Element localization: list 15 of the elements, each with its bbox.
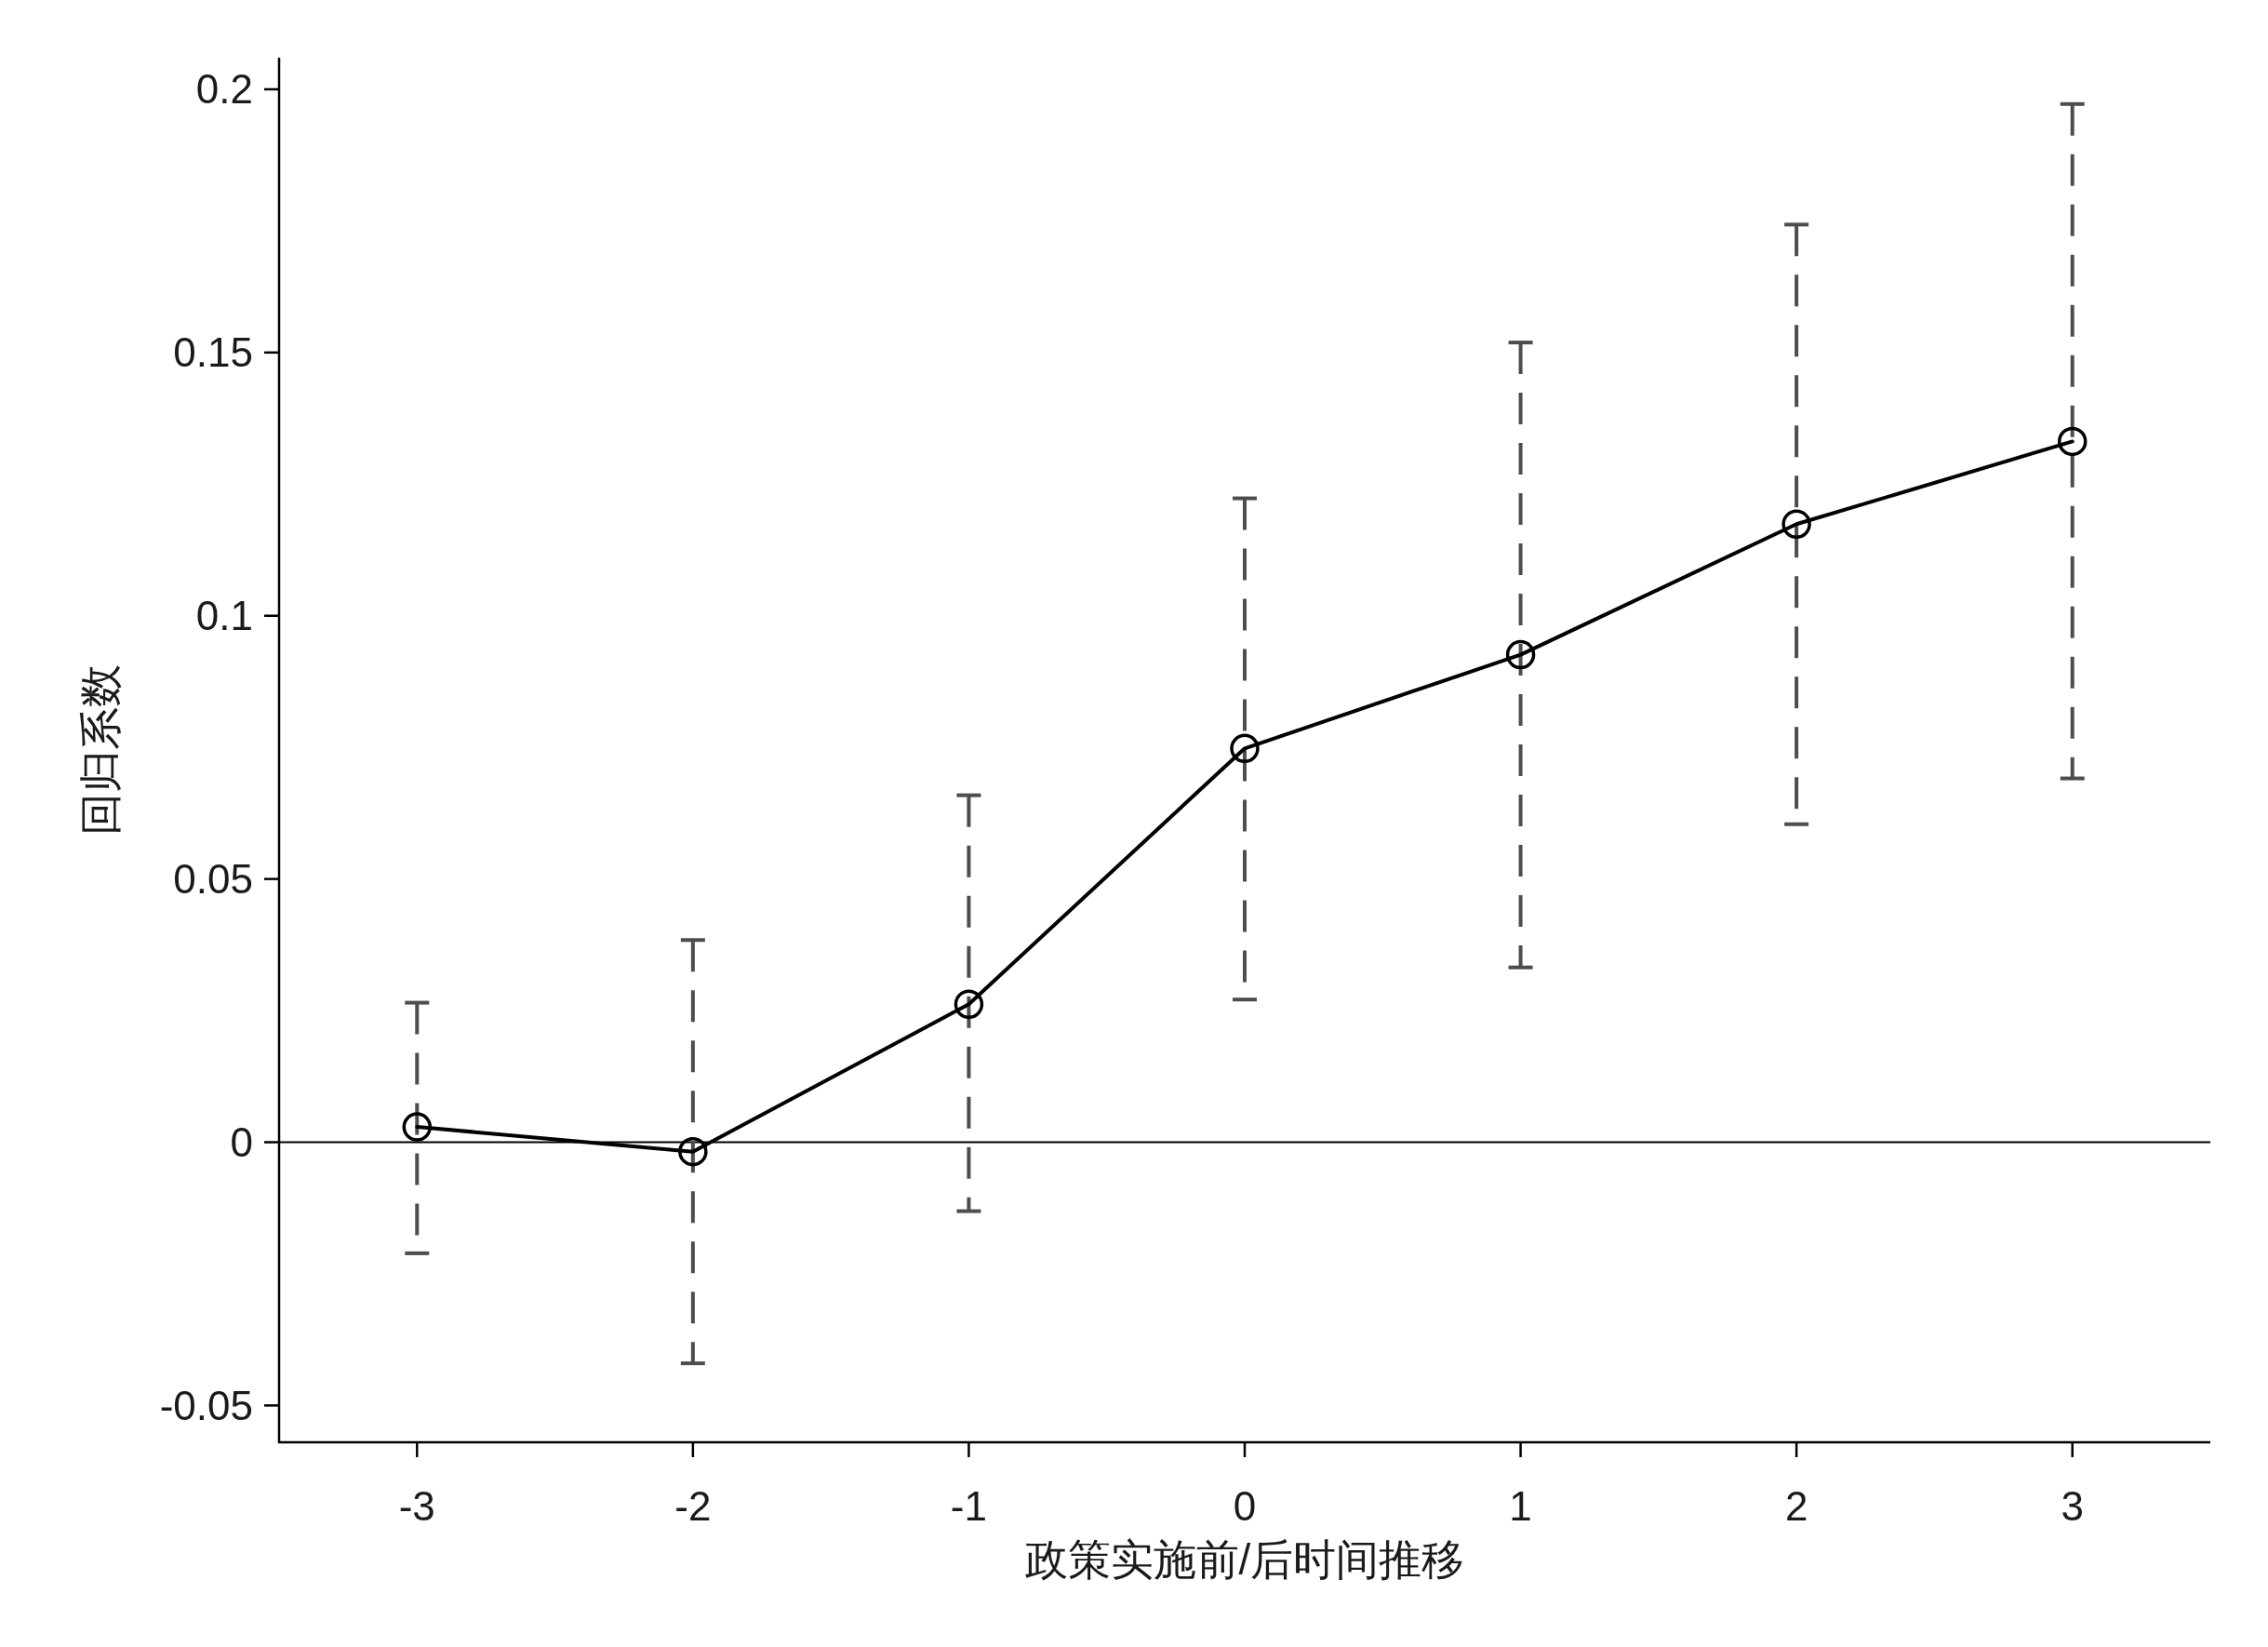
y-tick-label: 0.05: [173, 856, 253, 903]
x-axis-title: 政策实施前/后时间推移: [1024, 1535, 1465, 1584]
y-tick-label: 0: [230, 1119, 253, 1165]
x-tick-label: -1: [950, 1483, 987, 1529]
x-tick-label: -3: [398, 1483, 435, 1529]
x-tick-label: 0: [1233, 1483, 1257, 1529]
y-axis-title: 回归系数: [76, 664, 125, 836]
x-tick-label: 3: [2061, 1483, 2084, 1529]
x-tick-label: 2: [1784, 1483, 1808, 1529]
y-tick-label: 0.15: [173, 329, 253, 376]
x-tick-label: -2: [674, 1483, 712, 1529]
x-tick-label: 1: [1509, 1483, 1532, 1529]
y-tick-label: 0.2: [195, 66, 253, 113]
y-tick-label: -0.05: [159, 1382, 253, 1428]
y-tick-label: 0.1: [195, 593, 253, 639]
